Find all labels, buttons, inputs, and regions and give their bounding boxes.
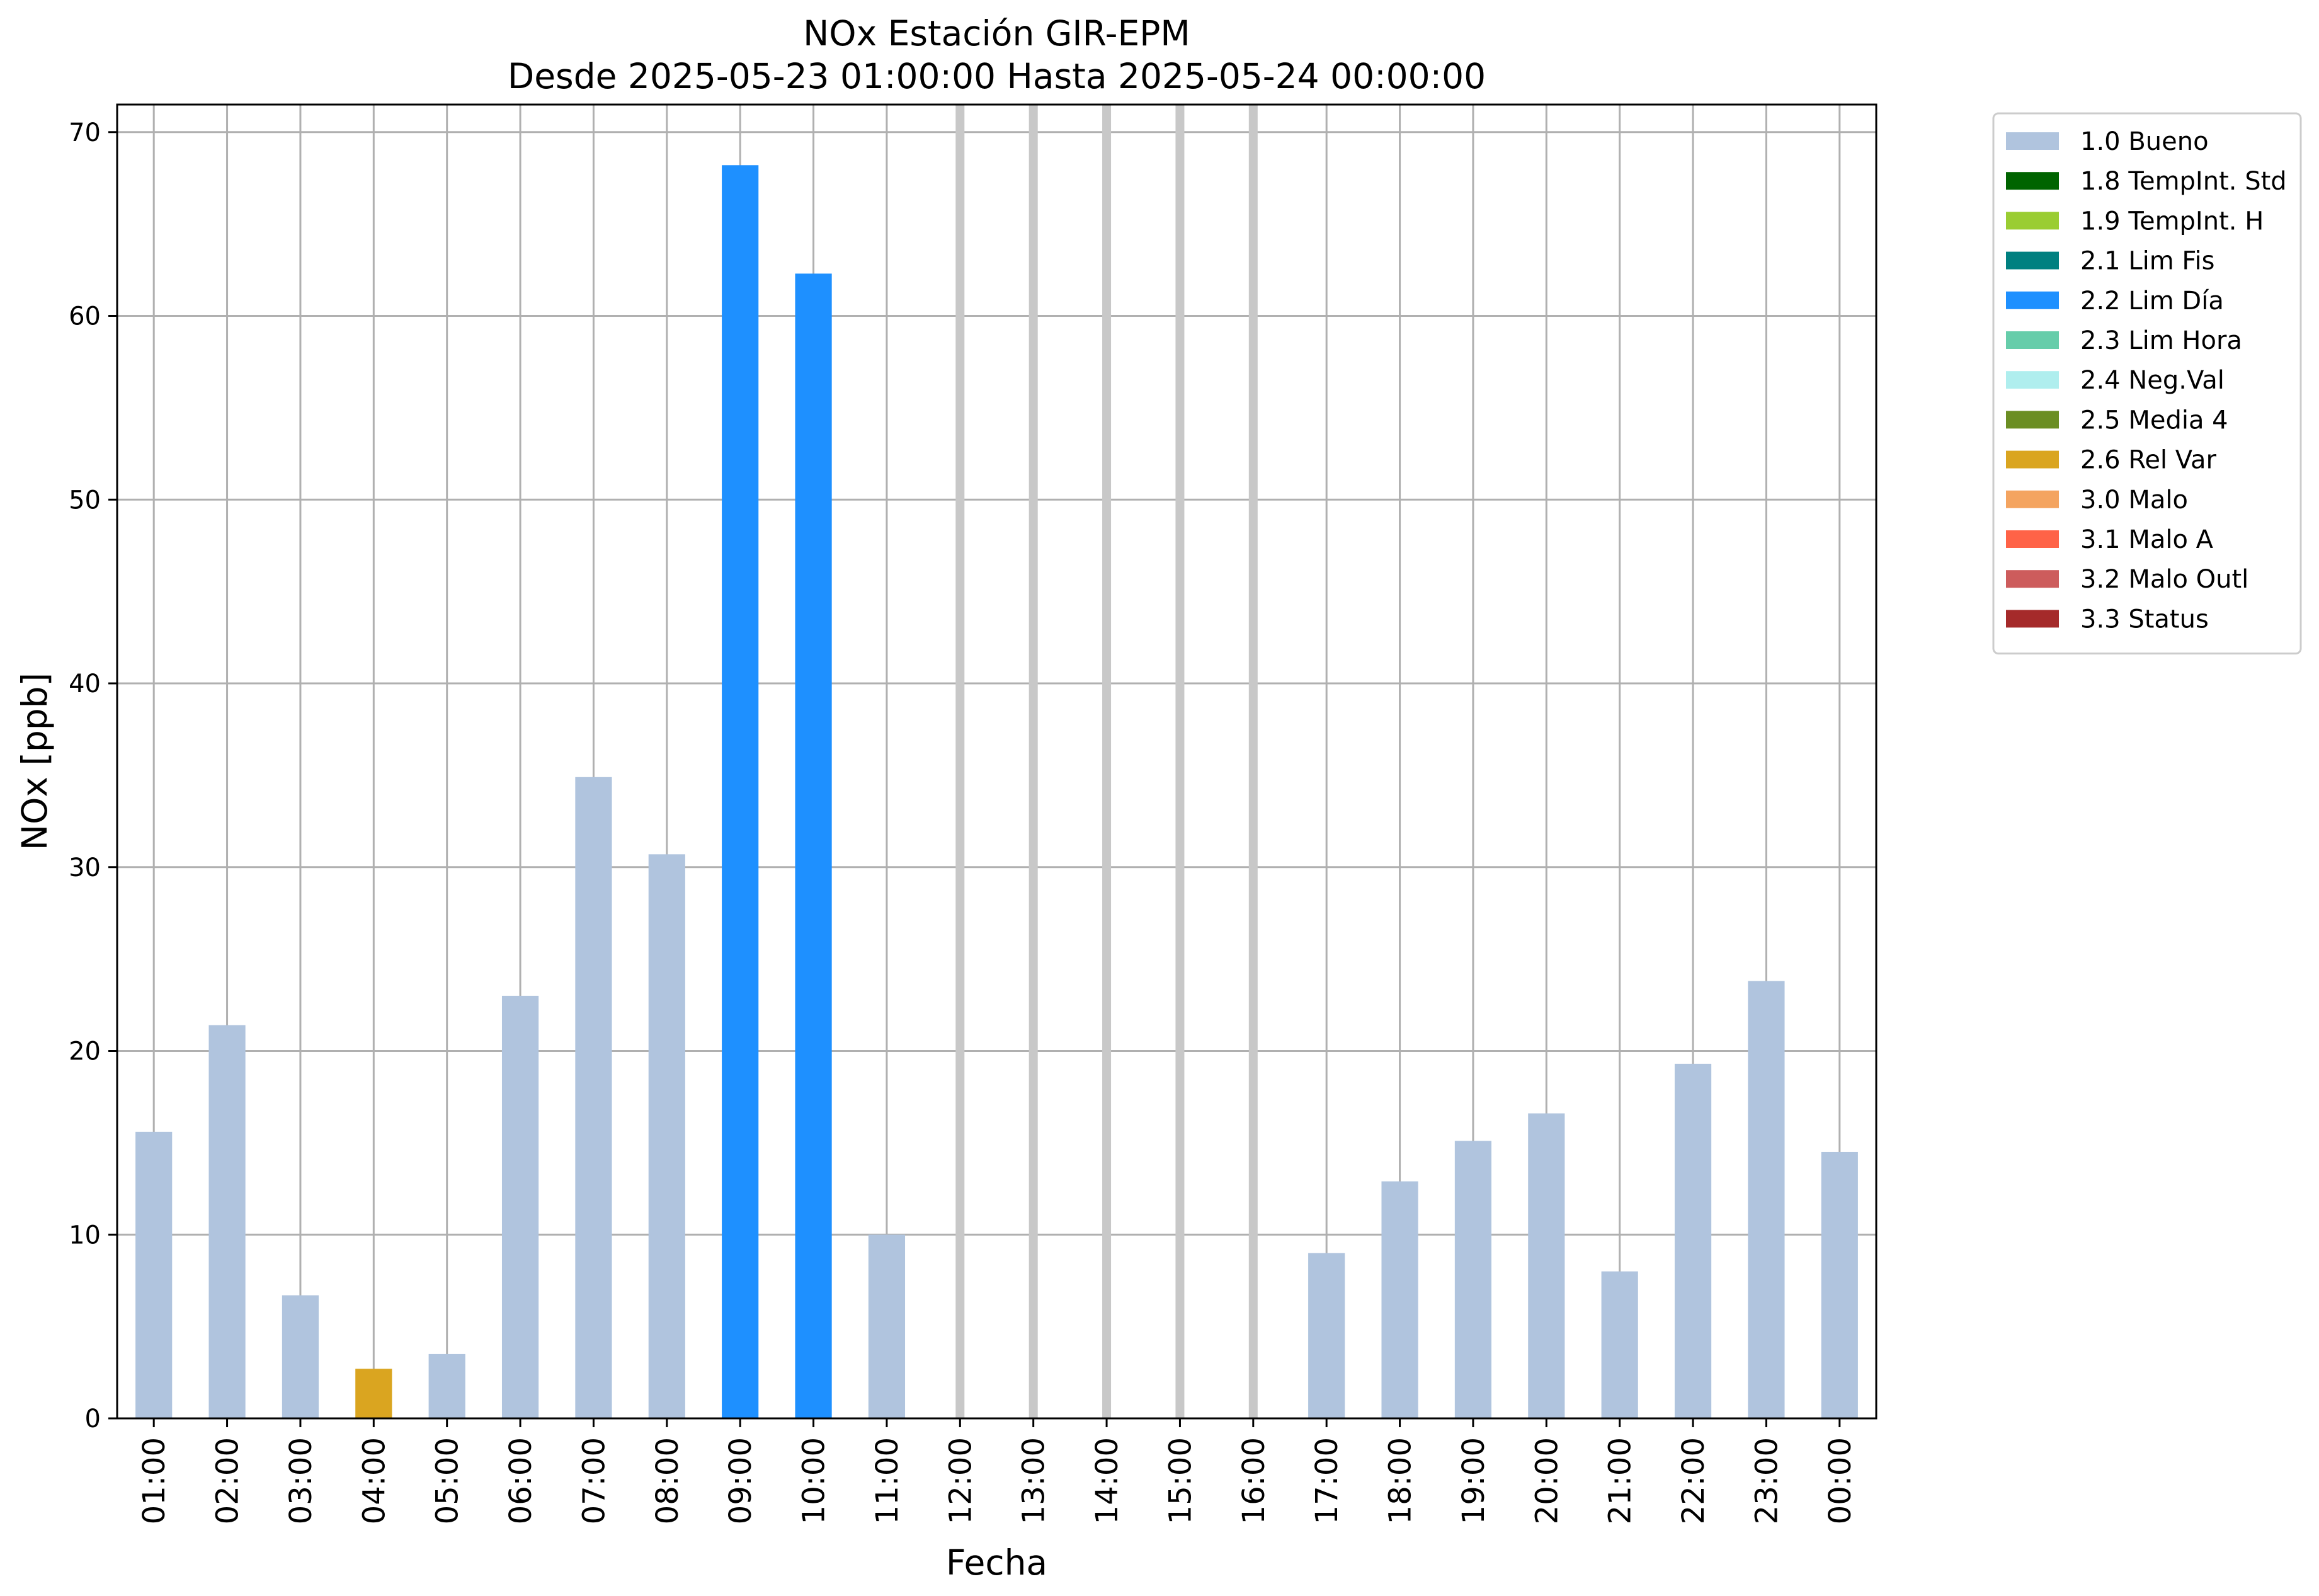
- y-axis: 0 10 20 30 40 50 60 70: [69, 118, 117, 1434]
- plot-frame: [116, 103, 1877, 1420]
- y-tick-label: 60: [69, 302, 101, 331]
- bar-0800: [648, 854, 685, 1418]
- legend-label: 3.3 Status: [2080, 605, 2209, 634]
- bar-1100: [868, 1234, 906, 1418]
- missing-data-marker: [955, 105, 965, 1418]
- x-tick-label: 10:00: [797, 1437, 832, 1524]
- legend-swatch: [2006, 411, 2059, 429]
- bar-2000: [1528, 1113, 1565, 1418]
- x-tick-label: 12:00: [943, 1437, 978, 1524]
- missing-data-marker: [1102, 105, 1112, 1418]
- bar-0500: [428, 1354, 465, 1418]
- legend-swatch: [2006, 291, 2059, 309]
- chart-subtitle: Desde 2025-05-23 01:00:00 Hasta 2025-05-…: [508, 56, 1486, 96]
- y-axis-label: NOx [ppb]: [14, 673, 55, 850]
- legend-label: 2.4 Neg.Val: [2080, 366, 2225, 395]
- x-tick-label: 17:00: [1309, 1437, 1345, 1524]
- legend-label: 2.6 Rel Var: [2080, 446, 2217, 475]
- bar-0000: [1821, 1151, 1858, 1418]
- x-tick-label: 07:00: [576, 1437, 612, 1524]
- x-tick-label: 00:00: [1823, 1437, 1858, 1524]
- bar-1700: [1308, 1253, 1345, 1418]
- x-tick-label: 14:00: [1090, 1437, 1125, 1524]
- legend: 1.0 Bueno 1.8 TempInt. Std 1.9 TempInt. H 2…: [1992, 112, 2302, 655]
- legend-label: 1.9 TempInt. H: [2080, 207, 2264, 236]
- legend-label: 3.1 Malo A: [2080, 525, 2214, 554]
- legend-label: 2.5 Media 4: [2080, 406, 2228, 435]
- legend-label: 3.0 Malo: [2080, 486, 2188, 515]
- legend-label: 2.2 Lim Día: [2080, 287, 2224, 316]
- legend-swatch: [2006, 212, 2059, 230]
- bar-0100: [135, 1131, 173, 1418]
- y-tick-label: 0: [85, 1405, 101, 1434]
- x-axis-label: Fecha: [946, 1542, 1047, 1583]
- legend-swatch: [2006, 490, 2059, 508]
- chart-title: NOx Estación GIR-EPM: [803, 13, 1190, 54]
- bar-2100: [1601, 1271, 1638, 1418]
- bar-0300: [282, 1295, 319, 1418]
- bar-1900: [1454, 1141, 1492, 1418]
- bar-1000: [795, 273, 832, 1418]
- bar-0600: [501, 995, 539, 1418]
- x-tick-label: 06:00: [503, 1437, 538, 1524]
- legend-label: 1.8 TempInt. Std: [2080, 167, 2287, 196]
- y-tick-label: 50: [69, 486, 101, 515]
- legend-box: [1992, 112, 2302, 655]
- legend-swatch: [2006, 331, 2059, 349]
- legend-label: 3.2 Malo Outl: [2080, 565, 2248, 594]
- y-tick-label: 20: [69, 1037, 101, 1066]
- bar-2200: [1674, 1063, 1712, 1418]
- legend-label: 1.0 Bueno: [2080, 127, 2209, 156]
- x-tick-label: 09:00: [723, 1437, 758, 1524]
- x-tick-label: 16:00: [1236, 1437, 1272, 1524]
- y-tick-label: 40: [69, 670, 101, 698]
- bar-2300: [1748, 981, 1785, 1418]
- x-tick-label: 01:00: [137, 1437, 172, 1524]
- bars: [135, 165, 1858, 1419]
- legend-swatch: [2006, 450, 2059, 469]
- x-tick-label: 15:00: [1163, 1437, 1198, 1524]
- x-tick-label: 11:00: [870, 1437, 905, 1524]
- legend-swatch: [2006, 570, 2059, 588]
- missing-data-marker: [1028, 105, 1038, 1418]
- x-tick-label: 19:00: [1456, 1437, 1491, 1524]
- x-tick-label: 04:00: [356, 1437, 392, 1524]
- bar-0900: [722, 165, 759, 1419]
- y-tick-label: 10: [69, 1221, 101, 1250]
- bar-0400: [355, 1369, 392, 1418]
- missing-data-marker: [1248, 105, 1258, 1418]
- y-tick-label: 30: [69, 853, 101, 882]
- legend-swatch: [2006, 371, 2059, 389]
- missing-data-markers: [955, 105, 1258, 1418]
- x-axis: 01:00 02:00 03:00 04:00 05:00 06:00 07:00 08:00…: [137, 1418, 1858, 1524]
- bar-0700: [575, 777, 612, 1418]
- legend-swatch: [2006, 132, 2059, 150]
- x-tick-label: 22:00: [1676, 1437, 1711, 1524]
- x-tick-label: 18:00: [1383, 1437, 1418, 1524]
- bar-0200: [208, 1025, 246, 1418]
- x-tick-label: 03:00: [283, 1437, 319, 1524]
- x-tick-label: 21:00: [1603, 1437, 1638, 1524]
- legend-label: 2.1 Lim Fis: [2080, 247, 2214, 276]
- legend-swatch: [2006, 251, 2059, 270]
- legend-swatch: [2006, 610, 2059, 628]
- legend-swatch: [2006, 172, 2059, 190]
- x-tick-label: 13:00: [1017, 1437, 1052, 1524]
- missing-data-marker: [1175, 105, 1185, 1418]
- bar-1800: [1381, 1181, 1418, 1418]
- y-tick-label: 70: [69, 118, 101, 147]
- x-tick-label: 02:00: [210, 1437, 246, 1524]
- x-tick-label: 23:00: [1749, 1437, 1784, 1524]
- x-tick-label: 05:00: [430, 1437, 465, 1524]
- x-tick-label: 08:00: [650, 1437, 685, 1524]
- legend-label: 2.3 Lim Hora: [2080, 326, 2242, 355]
- x-tick-label: 20:00: [1529, 1437, 1564, 1524]
- legend-swatch: [2006, 530, 2059, 548]
